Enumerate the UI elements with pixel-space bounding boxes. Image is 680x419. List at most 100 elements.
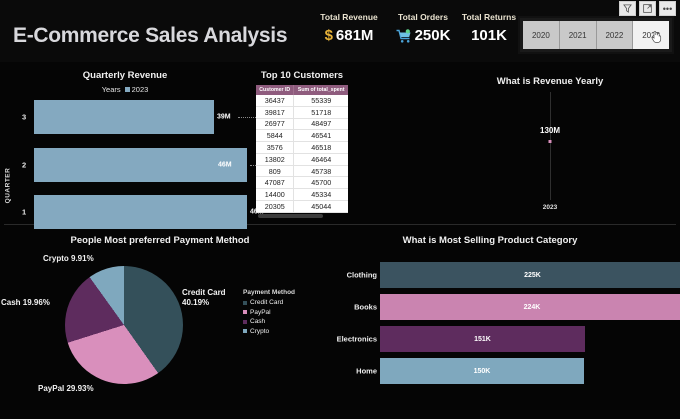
category-value-books: 224K [523,303,541,311]
legend-item-crypto[interactable]: Crypto [243,328,295,335]
yearly-x-tick-2023: 2023 [542,204,558,211]
quarterly-tick-3: 3 [22,112,27,122]
filter-icon[interactable] [619,1,636,16]
quarterly-revenue-legend: Years 2023 [0,85,250,94]
quarterly-revenue-chart[interactable]: Quarterly Revenue Years 2023 QUARTER 3 39… [0,64,270,229]
year-option-2020[interactable]: 2020 [523,21,560,49]
legend-item-paypal[interactable]: PayPal [243,309,295,316]
category-bar-row-books[interactable]: Books 224K [310,294,680,320]
table-row[interactable]: 5844 46541 [256,129,348,143]
yearly-revenue-chart[interactable]: What is Revenue Yearly 130M 2023 [420,64,680,222]
quarterly-bar-3[interactable] [34,100,214,134]
dollar-icon: $ [324,27,333,44]
table-horizontal-scrollbar[interactable] [258,214,323,218]
category-bar-row-electronics[interactable]: Electronics 151K [310,326,675,352]
legend-label-credit-card: Credit Card [250,299,284,306]
cell-total-spent: 46464 [293,153,348,166]
yearly-axis-line [550,92,551,200]
category-bar-books[interactable]: 224K [380,294,680,320]
column-header-sum-total-spent[interactable]: Sum of total_spent [293,85,348,95]
more-options-icon[interactable]: ••• [659,1,676,16]
kpi-card-total-returns: Total Returns 101K [456,12,522,44]
cell-total-spent: 51718 [293,106,348,119]
category-bar-home[interactable]: 150K [380,358,584,384]
mouse-cursor-hand-icon [651,30,662,43]
category-value-home: 150K [473,367,491,375]
top-customers-title: Top 10 Customers [260,70,344,81]
section-divider [4,224,676,225]
quarterly-bar-row-q1[interactable]: 1 46M [22,195,264,229]
cell-customer-id: 3576 [256,141,295,154]
yearly-revenue-title: What is Revenue Yearly [496,76,604,87]
category-bar-clothing[interactable]: 225K [380,262,680,288]
cell-total-spent: 48497 [293,118,348,131]
payment-method-title: People Most preferred Payment Method [70,235,250,246]
cell-customer-id: 13802 [256,153,295,166]
legend-swatch-credit-card [243,300,247,305]
top-customers-table[interactable]: Customer ID Sum of total_spent 36437 5533… [256,85,348,213]
table-row[interactable]: 26977 48497 [256,118,348,131]
cell-total-spent: 46541 [293,129,348,143]
legend-swatch-paypal [243,310,247,314]
table-row[interactable]: 13802 46464 [256,153,348,166]
legend-label-paypal: PayPal [250,308,271,316]
quarterly-bar-2[interactable] [34,148,247,182]
kpi-number-total-returns: 101K [471,27,507,44]
quarterly-value-3: 39M [217,113,231,121]
year-option-2021[interactable]: 2021 [559,21,597,49]
payment-method-pie-chart[interactable]: People Most preferred Payment Method Cre… [0,228,340,419]
pie-label-crypto: Crypto 9.91% [43,254,94,263]
table-row[interactable]: 47087 45700 [256,176,348,190]
year-option-2022[interactable]: 2022 [596,21,634,49]
table-row[interactable]: 3576 46518 [256,141,348,154]
category-label-clothing: Clothing [346,270,377,280]
focus-mode-icon[interactable] [639,1,656,16]
kpi-number-total-revenue: 681M [335,27,374,44]
year-slicer[interactable]: 2020 2021 2022 2023 [518,16,674,54]
quarterly-legend-label: Years [101,85,121,94]
cell-total-spent: 45738 [293,165,348,178]
quarterly-bar-row-q3[interactable]: 3 39M [22,100,270,134]
table-body: 36437 55339 39817 51718 26977 48497 5844 46541 3… [256,95,348,213]
category-label-books: Books [354,302,377,312]
cell-total-spent: 45044 [293,200,348,213]
cell-customer-id: 5844 [256,129,295,143]
pie-label-paypal: PayPal 29.93% [38,384,94,393]
pie-label-credit-card-name: Credit Card [182,288,226,297]
category-bar-electronics[interactable]: 151K [380,326,585,352]
legend-swatch-cash [243,319,247,324]
table-row[interactable]: 36437 55339 [256,95,348,107]
table-row[interactable]: 809 45738 [256,165,348,178]
category-bar-row-clothing[interactable]: Clothing 225K [310,262,680,288]
year-option-2023[interactable]: 2023 [633,21,669,49]
product-category-chart[interactable]: What is Most Selling Product Category Cl… [300,228,680,419]
quarterly-tick-1: 1 [22,207,27,217]
payment-method-legend: Payment Method Credit Card PayPal Cash C… [243,289,295,337]
table-row[interactable]: 20305 45044 [256,200,348,213]
top-customers-table-visual[interactable]: Top 10 Customers Customer ID Sum of tota… [252,64,352,222]
quarterly-bar-1[interactable] [34,195,247,229]
table-row[interactable]: 14400 45334 [256,188,348,202]
quarterly-value-2: 46M [218,161,232,169]
visual-toolbar: ••• [619,1,676,16]
quarterly-bar-row-q2[interactable]: 2 46M [22,148,270,182]
yearly-data-label: 130M [539,126,561,135]
kpi-card-total-orders: Total Orders 250K [388,12,458,44]
cell-total-spent: 45700 [293,176,348,190]
category-bar-row-home[interactable]: Home 150K [310,358,675,384]
cell-total-spent: 46518 [293,141,348,154]
cell-total-spent: 45334 [293,188,348,202]
quarterly-legend-value: 2023 [131,85,149,94]
legend-item-credit-card[interactable]: Credit Card [243,299,295,306]
category-value-electronics: 151K [474,335,491,343]
payment-method-legend-title: Payment Method [243,289,296,296]
kpi-value-total-revenue: $ 681M [310,27,388,44]
yearly-data-point-marker[interactable] [548,140,552,143]
quarterly-revenue-title: Quarterly Revenue [82,70,168,81]
table-row[interactable]: 39817 51718 [256,106,348,119]
cell-customer-id: 36437 [256,95,295,107]
pie-graphic[interactable] [65,266,183,384]
column-header-customer-id[interactable]: Customer ID [256,85,295,95]
pie-slices[interactable] [65,266,183,384]
legend-item-cash[interactable]: Cash [243,318,295,325]
